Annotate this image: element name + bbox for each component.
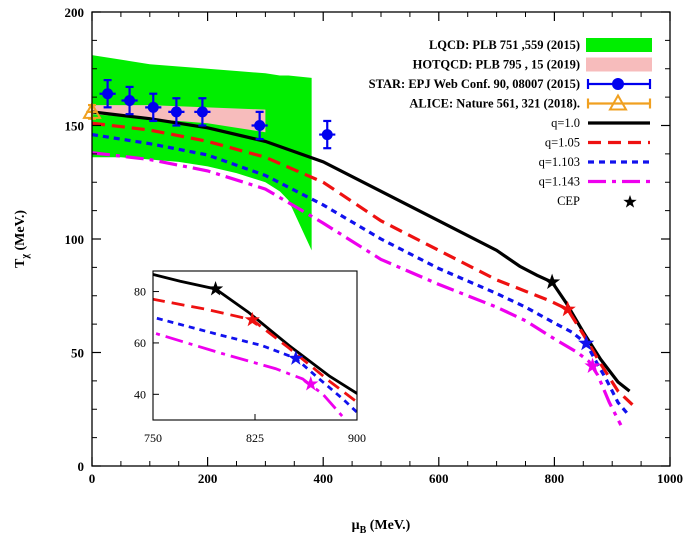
y-tick-label: 150: [65, 119, 85, 134]
legend-swatch: [586, 38, 652, 52]
inset-series-line-q-1-103: [153, 315, 357, 415]
x-tick-label: 200: [198, 471, 218, 486]
inset-x-tick-label: 750: [144, 431, 162, 445]
legend-label: q=1.05: [545, 136, 580, 150]
legend-label: LQCD: PLB 751 ,559 (2015): [429, 38, 580, 52]
legend-label: ALICE: Nature 561, 321 (2018).: [409, 97, 580, 111]
data-point-star: [168, 97, 185, 127]
inset-series-line-q-1-0: [153, 272, 357, 396]
legend-label: q=1.0: [551, 116, 580, 130]
series-line-q-1-0: [92, 110, 631, 393]
inset-series-line-q-1-05: [153, 297, 357, 404]
cep-star-q-1-0: [544, 273, 561, 290]
y-tick-label: 100: [65, 232, 85, 247]
legend-entry-q-1-103: q=1.103: [539, 155, 650, 169]
series-line-q-1-103: [92, 132, 631, 418]
legend-label: STAR: EPJ Web Conf. 90, 08007 (2015): [369, 77, 580, 91]
y-tick-label: 0: [78, 459, 85, 474]
legend: LQCD: PLB 751 ,559 (2015) HOTQCD: PLB 795…: [369, 38, 652, 208]
main-plot-area: 0 200 400 600 800 1000 0 50 100 150 200: [65, 5, 683, 486]
x-tick-label: 0: [89, 471, 96, 486]
inset-x-tick-label: 900: [348, 431, 366, 445]
series-line-q-1-05: [92, 121, 634, 406]
inset-cep-star-q-1-05: [244, 311, 260, 327]
y-tick-label: 200: [65, 5, 85, 20]
data-point-star: [319, 119, 336, 150]
inset-y-tick-label: 40: [134, 387, 146, 401]
inset-cep-star-q-1-103: [288, 350, 304, 365]
legend-entry-hotqcd-plb-795-15-2019: HOTQCD: PLB 795 , 15 (2019): [413, 57, 652, 72]
x-tick-label: 1000: [657, 471, 683, 486]
legend-swatch: [623, 195, 637, 208]
data-point-star: [145, 92, 162, 123]
legend-entry-cep: CEP: [557, 194, 637, 208]
inset-series-line-q-1-143: [153, 331, 348, 420]
legend-entry-lqcd-plb-751-559-2015: LQCD: PLB 751 ,559 (2015): [429, 38, 652, 52]
legend-entry-alice-nature-561-321-2018: ALICE: Nature 561, 321 (2018).: [409, 93, 652, 111]
legend-label: q=1.143: [539, 175, 580, 189]
inset-cep-star-q-1-143: [303, 376, 319, 391]
x-tick-label: 600: [429, 471, 449, 486]
cep-star-q-1-05: [559, 300, 576, 317]
legend-label: q=1.103: [539, 155, 580, 169]
axis-titles: μB (MeV.) Tχ (MeV.): [13, 210, 411, 536]
legend-swatch: [586, 57, 652, 72]
data-point-star: [99, 78, 116, 109]
legend-entry-star-epj-web-conf-90-08007-2015: STAR: EPJ Web Conf. 90, 08007 (2015): [369, 77, 652, 91]
data-point-star: [251, 110, 268, 141]
inset-plot: 750 825 900 40 60 80: [134, 270, 366, 445]
legend-entry-q-1-0: q=1.0: [551, 116, 650, 130]
band-hotqcd-plb-795-15-2019: [92, 105, 266, 133]
data-point-star: [121, 85, 138, 116]
inset-y-tick-label: 80: [134, 285, 146, 299]
data-point-star: [194, 97, 211, 127]
inset-y-tick-label: 60: [134, 336, 146, 350]
legend-label: CEP: [557, 194, 580, 208]
legend-entry-q-1-05: q=1.05: [545, 136, 650, 150]
x-tick-label: 800: [545, 471, 565, 486]
cep-star-q-1-143: [584, 357, 601, 373]
inset-x-tick-label: 825: [246, 431, 264, 445]
y-axis-title: Tχ (MeV.): [13, 210, 31, 268]
inset-cep-star-q-1-0: [207, 280, 224, 296]
x-axis-title: μB (MeV.): [352, 518, 411, 536]
legend-entry-q-1-143: q=1.143: [539, 175, 650, 189]
y-tick-label: 50: [71, 346, 84, 361]
legend-label: HOTQCD: PLB 795 , 15 (2019): [413, 58, 580, 72]
inset-background: [153, 271, 357, 420]
cep-star-q-1-103: [578, 334, 595, 351]
x-tick-label: 400: [313, 471, 333, 486]
